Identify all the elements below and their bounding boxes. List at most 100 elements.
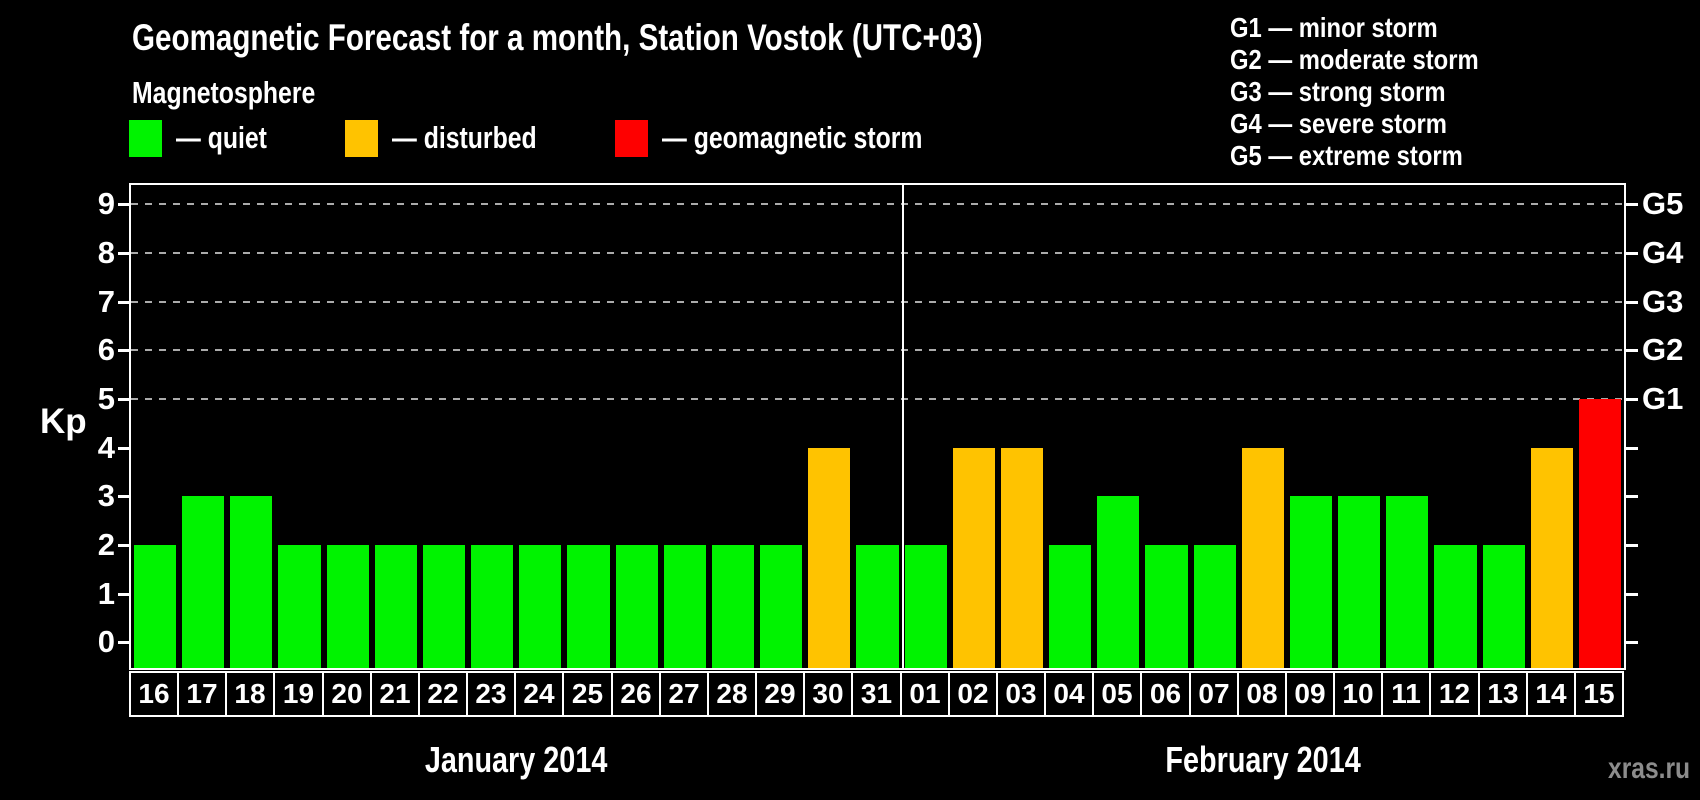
legend-swatch-quiet: [129, 119, 162, 157]
y-tick-right-2: [1626, 543, 1638, 547]
y-tick-right-5: [1626, 398, 1638, 402]
y-tick-label-8: 8: [97, 235, 115, 271]
legend-label-storm: — geomagnetic storm: [662, 120, 923, 155]
legend-item-disturbed: — disturbed: [345, 119, 573, 157]
day-label-box-12: 12: [1429, 671, 1480, 717]
day-label-box-24: 24: [514, 671, 564, 717]
day-label-box-05: 05: [1092, 671, 1142, 717]
day-label-box-15: 15: [1574, 671, 1624, 717]
month-label-february: February 2014: [1165, 739, 1361, 780]
kp-bar-january-29: [760, 544, 802, 668]
y-tick-left-9: [118, 203, 130, 207]
month-separator-line: [902, 185, 904, 668]
y-tick-label-3: 3: [97, 478, 115, 514]
day-label-box-18: 18: [225, 671, 275, 717]
legend-swatch-storm: [615, 119, 648, 157]
y-tick-label-0: 0: [97, 624, 115, 660]
kp-bar-february-13: [1483, 544, 1525, 668]
y-tick-right-6: [1626, 349, 1638, 353]
kp-bar-january-31: [856, 544, 899, 668]
kp-bar-february-05: [1097, 496, 1139, 668]
day-label-box-13: 13: [1478, 671, 1528, 717]
g-legend-line-1: G1 — minor storm: [1230, 12, 1438, 43]
y-tick-left-3: [118, 495, 130, 499]
kp-bar-january-16: [134, 544, 176, 668]
kp-bar-january-21: [375, 544, 417, 668]
day-label-box-20: 20: [322, 671, 372, 717]
y-tick-left-6: [118, 349, 130, 353]
gridline-kp-7: [131, 300, 1624, 303]
day-label-box-25: 25: [562, 671, 613, 717]
y-tick-label-1: 1: [97, 575, 115, 611]
day-label-box-06: 06: [1140, 671, 1191, 717]
gridline-kp-9: [131, 203, 1624, 206]
y-tick-left-8: [118, 252, 130, 256]
y-tick-left-5: [118, 398, 130, 402]
y-tick-right-8: [1626, 252, 1638, 256]
y-tick-left-0: [118, 641, 130, 645]
day-label-box-11: 11: [1381, 671, 1431, 717]
day-label-box-19: 19: [273, 671, 324, 717]
day-label-box-03: 03: [996, 671, 1046, 717]
y-tick-left-7: [118, 300, 130, 304]
legend-item-quiet: — quiet: [129, 119, 290, 157]
y-tick-label-7: 7: [97, 283, 115, 319]
kp-bar-january-19: [278, 544, 321, 668]
kp-bar-january-27: [664, 544, 706, 668]
kp-bar-january-26: [616, 544, 658, 668]
day-label-box-30: 30: [803, 671, 853, 717]
day-label-box-08: 08: [1237, 671, 1287, 717]
y-tick-right-4: [1626, 446, 1638, 450]
g-axis-label-G2: G2: [1642, 332, 1684, 368]
gridline-kp-5: [131, 398, 1624, 401]
plot-area: [129, 183, 1626, 670]
day-label-box-26: 26: [611, 671, 661, 717]
day-label-box-09: 09: [1285, 671, 1335, 717]
kp-bar-february-04: [1049, 544, 1091, 668]
legend-label-quiet: — quiet: [176, 120, 267, 155]
y-tick-right-3: [1626, 495, 1638, 499]
kp-bar-february-10: [1338, 496, 1380, 668]
magnetosphere-label: Magnetosphere: [132, 75, 316, 110]
month-label-january: January 2014: [425, 739, 608, 780]
y-tick-left-2: [118, 543, 130, 547]
gridline-kp-8: [131, 252, 1624, 255]
g-axis-label-G3: G3: [1642, 283, 1684, 319]
gridline-kp-6: [131, 349, 1624, 352]
day-label-box-31: 31: [851, 671, 902, 717]
kp-bar-february-02: [953, 447, 995, 668]
kp-bar-february-09: [1290, 496, 1332, 668]
kp-bar-february-14: [1531, 447, 1573, 668]
y-tick-left-4: [118, 446, 130, 450]
kp-bar-january-17: [182, 496, 224, 668]
kp-bar-january-25: [567, 544, 610, 668]
y-tick-right-9: [1626, 203, 1638, 207]
g-axis-label-G5: G5: [1642, 186, 1684, 222]
kp-bar-february-12: [1434, 544, 1477, 668]
day-label-box-07: 07: [1189, 671, 1239, 717]
day-label-box-28: 28: [707, 671, 757, 717]
y-tick-label-9: 9: [97, 186, 115, 222]
y-tick-label-5: 5: [97, 381, 115, 417]
day-label-box-01: 01: [900, 671, 950, 717]
kp-bar-january-18: [230, 496, 272, 668]
y-tick-right-0: [1626, 641, 1638, 645]
day-label-box-14: 14: [1526, 671, 1576, 717]
kp-bar-january-24: [519, 544, 561, 668]
g-legend-line-2: G2 — moderate storm: [1230, 44, 1479, 75]
kp-bar-january-30: [808, 447, 850, 668]
day-label-box-10: 10: [1333, 671, 1383, 717]
day-label-box-21: 21: [370, 671, 420, 717]
y-tick-label-2: 2: [97, 526, 115, 562]
legend-swatch-disturbed: [345, 119, 378, 157]
day-label-box-17: 17: [177, 671, 227, 717]
kp-bar-january-28: [712, 544, 754, 668]
kp-bar-february-08: [1242, 447, 1284, 668]
y-tick-right-1: [1626, 592, 1638, 596]
kp-bar-february-01: [905, 544, 947, 668]
day-label-box-02: 02: [948, 671, 998, 717]
day-label-box-04: 04: [1044, 671, 1094, 717]
g-scale-legend: G1 — minor storm G2 — moderate storm G3 — …: [1230, 12, 1523, 172]
g-axis-label-G1: G1: [1642, 381, 1684, 417]
